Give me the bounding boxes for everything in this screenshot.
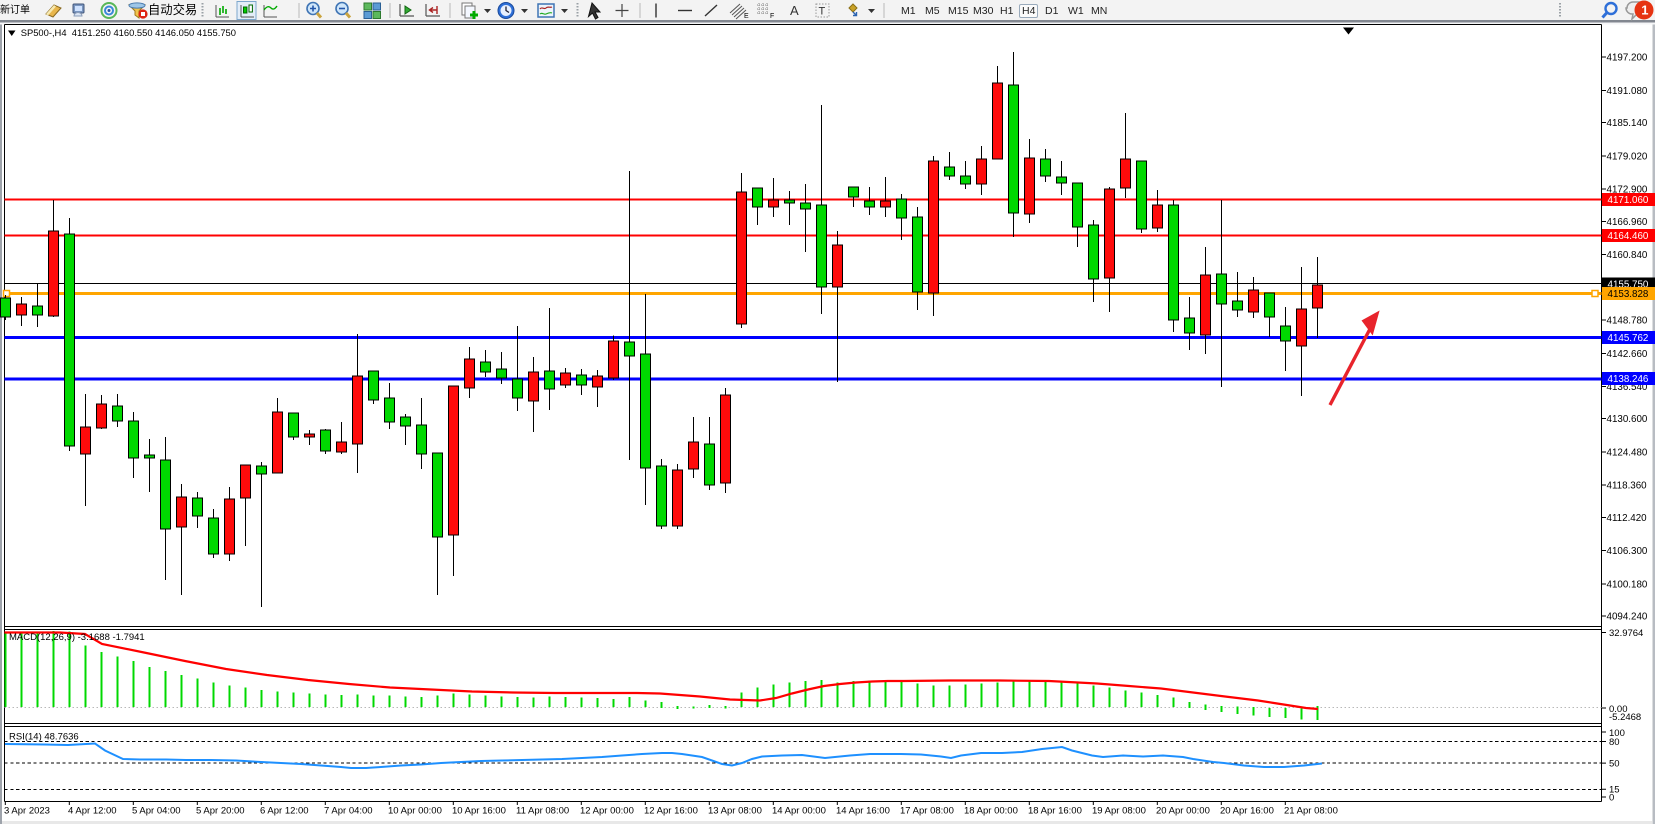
svg-text:4153.828: 4153.828 [1608,289,1649,300]
svg-text:32.9764: 32.9764 [1609,628,1643,639]
svg-text:20 Apr 16:00: 20 Apr 16:00 [1220,806,1274,817]
svg-text:20 Apr 00:00: 20 Apr 00:00 [1156,806,1210,817]
svg-text:4148.780: 4148.780 [1607,316,1648,327]
svg-text:0.00: 0.00 [1609,704,1628,715]
svg-text:4191.080: 4191.080 [1607,86,1648,97]
svg-text:4197.200: 4197.200 [1607,53,1648,64]
svg-text:T: T [819,6,826,18]
svg-text:19 Apr 08:00: 19 Apr 08:00 [1092,806,1146,817]
svg-text:18 Apr 00:00: 18 Apr 00:00 [964,806,1018,817]
svg-text:4164.460: 4164.460 [1608,231,1649,242]
svg-text:10 Apr 00:00: 10 Apr 00:00 [388,806,442,817]
svg-text:6 Apr 12:00: 6 Apr 12:00 [260,806,309,817]
svg-text:50: 50 [1609,759,1620,770]
svg-text:4171.060: 4171.060 [1608,195,1649,206]
svg-text:4106.300: 4106.300 [1607,546,1648,557]
svg-text:11 Apr 08:00: 11 Apr 08:00 [516,806,569,817]
svg-text:4136.540: 4136.540 [1607,382,1648,393]
svg-text:4 Apr 12:00: 4 Apr 12:00 [68,806,117,817]
svg-text:12 Apr 00:00: 12 Apr 00:00 [580,806,634,817]
svg-text:3 Apr 2023: 3 Apr 2023 [4,806,50,817]
svg-text:4145.762: 4145.762 [1608,333,1649,344]
svg-text:4185.140: 4185.140 [1607,118,1648,129]
svg-text:17 Apr 08:00: 17 Apr 08:00 [900,806,954,817]
svg-text:E: E [744,13,749,20]
svg-text:4142.660: 4142.660 [1607,349,1648,360]
svg-text:7 Apr 04:00: 7 Apr 04:00 [324,806,373,817]
svg-text:100: 100 [1609,728,1625,739]
svg-text:-5.2468: -5.2468 [1609,712,1641,723]
svg-text:A: A [790,3,799,18]
svg-text:5 Apr 04:00: 5 Apr 04:00 [132,806,181,817]
svg-text:14 Apr 16:00: 14 Apr 16:00 [836,806,890,817]
svg-text:4124.480: 4124.480 [1607,448,1648,459]
svg-text:4094.240: 4094.240 [1607,612,1648,623]
svg-text:14 Apr 00:00: 14 Apr 00:00 [772,806,826,817]
svg-text:RSI(14) 48.7636: RSI(14) 48.7636 [9,732,79,743]
svg-text:0: 0 [1609,793,1614,804]
svg-text:4179.020: 4179.020 [1607,151,1648,162]
svg-text:1: 1 [1641,3,1648,18]
svg-text:4118.360: 4118.360 [1607,481,1648,492]
svg-text:MACD(12,26,9) -3.1688 -1.7941: MACD(12,26,9) -3.1688 -1.7941 [9,632,145,643]
svg-text:4112.420: 4112.420 [1607,513,1648,524]
svg-text:F: F [770,13,774,20]
svg-text:12 Apr 16:00: 12 Apr 16:00 [644,806,698,817]
svg-text:4166.960: 4166.960 [1607,217,1648,228]
svg-text:18 Apr 16:00: 18 Apr 16:00 [1028,806,1082,817]
svg-text:SP500-,H4 4151.250 4160.550 4: SP500-,H4 4151.250 4160.550 4146.050 415… [21,27,236,38]
svg-text:4155.750: 4155.750 [1608,280,1649,291]
svg-text:10 Apr 16:00: 10 Apr 16:00 [452,806,506,817]
svg-text:15: 15 [1609,785,1620,796]
svg-text:4130.600: 4130.600 [1607,414,1648,425]
svg-text:4138.246: 4138.246 [1608,374,1649,385]
svg-text:4160.840: 4160.840 [1607,250,1648,261]
svg-text:4172.900: 4172.900 [1607,185,1648,196]
svg-text:13 Apr 08:00: 13 Apr 08:00 [708,806,762,817]
svg-text:80: 80 [1609,737,1620,748]
svg-text:4100.180: 4100.180 [1607,579,1648,590]
svg-text:21 Apr 08:00: 21 Apr 08:00 [1284,806,1338,817]
svg-text:5 Apr 20:00: 5 Apr 20:00 [196,806,245,817]
